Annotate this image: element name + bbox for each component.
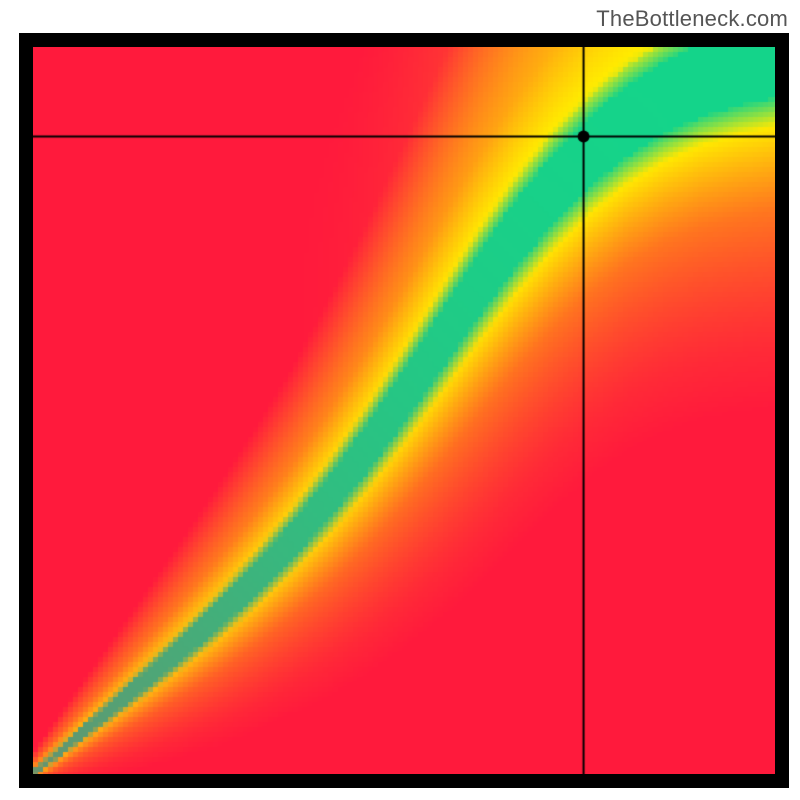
crosshair-overlay (33, 47, 775, 774)
root: TheBottleneck.com (0, 0, 800, 800)
watermark-text: TheBottleneck.com (596, 6, 788, 32)
